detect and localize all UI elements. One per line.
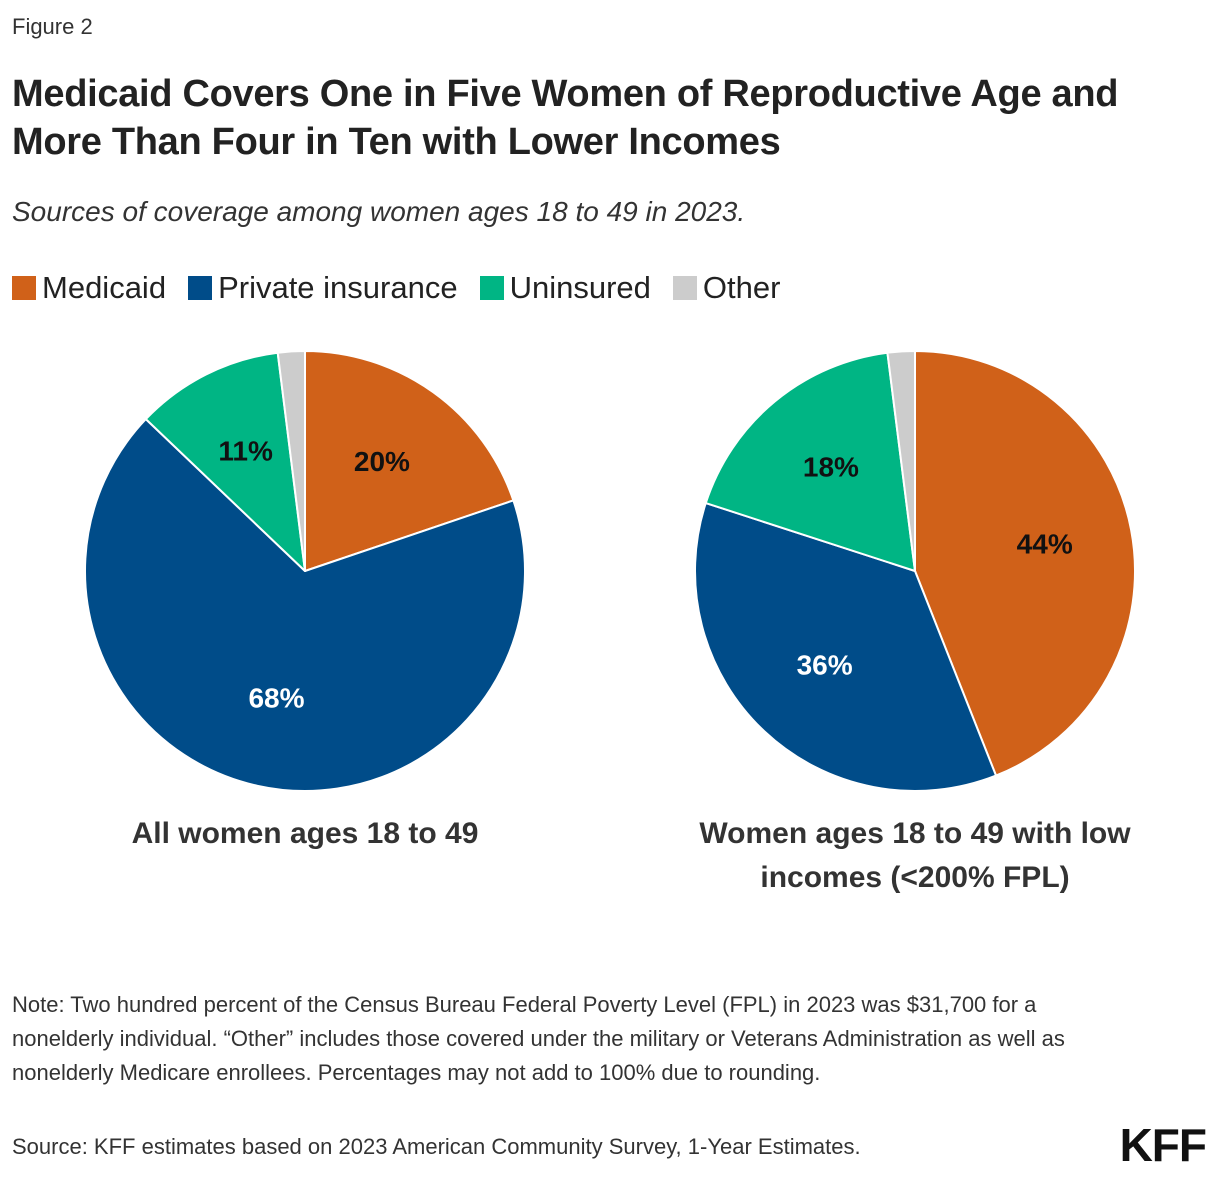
- legend-item-uninsured: Uninsured: [479, 270, 651, 306]
- chart-title: Medicaid Covers One in Five Women of Rep…: [12, 73, 1119, 163]
- chart-source: Source: KFF estimates based on 2023 Amer…: [12, 1134, 861, 1159]
- pie-data-label-medicaid: 20%: [354, 446, 410, 477]
- pie-low-income-women: 44% 36% 18%: [694, 349, 1136, 792]
- legend-label-private-insurance: Private insurance: [218, 270, 458, 305]
- pie-slice-other: [886, 349, 916, 572]
- pie-slice-medicaid: [914, 350, 1136, 777]
- pie-charts: 20% 68% 11% 44% 36% 18%: [84, 349, 1136, 792]
- pie-data-label-uninsured: 11%: [218, 435, 273, 466]
- pie-slice-other: [276, 350, 306, 572]
- legend-label-medicaid: Medicaid: [42, 270, 167, 305]
- pie-slice-uninsured: [144, 351, 306, 572]
- legend-swatch-other: [672, 276, 697, 300]
- pie-slice-uninsured: [704, 351, 916, 572]
- pie-data-label-private-insurance: 68%: [248, 682, 304, 713]
- legend-item-medicaid: Medicaid: [12, 270, 166, 306]
- pie-slice-private-insurance: [694, 502, 997, 792]
- chart-subtitle: Sources of coverage among women ages 18 …: [12, 196, 746, 227]
- legend-swatch-medicaid: [12, 276, 36, 300]
- pie-data-label-medicaid: 44%: [1017, 529, 1073, 560]
- pie-slice-medicaid: [304, 350, 515, 572]
- pie-data-label-private-insurance: 36%: [797, 650, 853, 681]
- pie-all-women: 20% 68% 11%: [84, 350, 526, 792]
- legend: Medicaid Private insurance Uninsured Oth…: [12, 268, 780, 308]
- kff-logo: KFF: [1119, 1119, 1207, 1171]
- pie-caption-all-women: All women ages 18 to 49: [131, 817, 479, 850]
- figure-label: Figure 2: [12, 14, 93, 39]
- pie-data-label-uninsured: 18%: [803, 452, 859, 483]
- legend-item-private-insurance: Private insurance: [188, 270, 458, 306]
- legend-label-uninsured: Uninsured: [509, 270, 651, 305]
- chart-note: Note: Two hundred percent of the Census …: [12, 992, 1065, 1085]
- pie-slice-private-insurance: [84, 418, 526, 792]
- legend-swatch-private-insurance: [188, 276, 213, 300]
- legend-label-other: Other: [702, 270, 781, 305]
- legend-item-other: Other: [672, 270, 781, 306]
- legend-swatch-uninsured: [479, 276, 504, 300]
- pie-caption-low-income: Women ages 18 to 49 with low incomes (<2…: [699, 817, 1131, 894]
